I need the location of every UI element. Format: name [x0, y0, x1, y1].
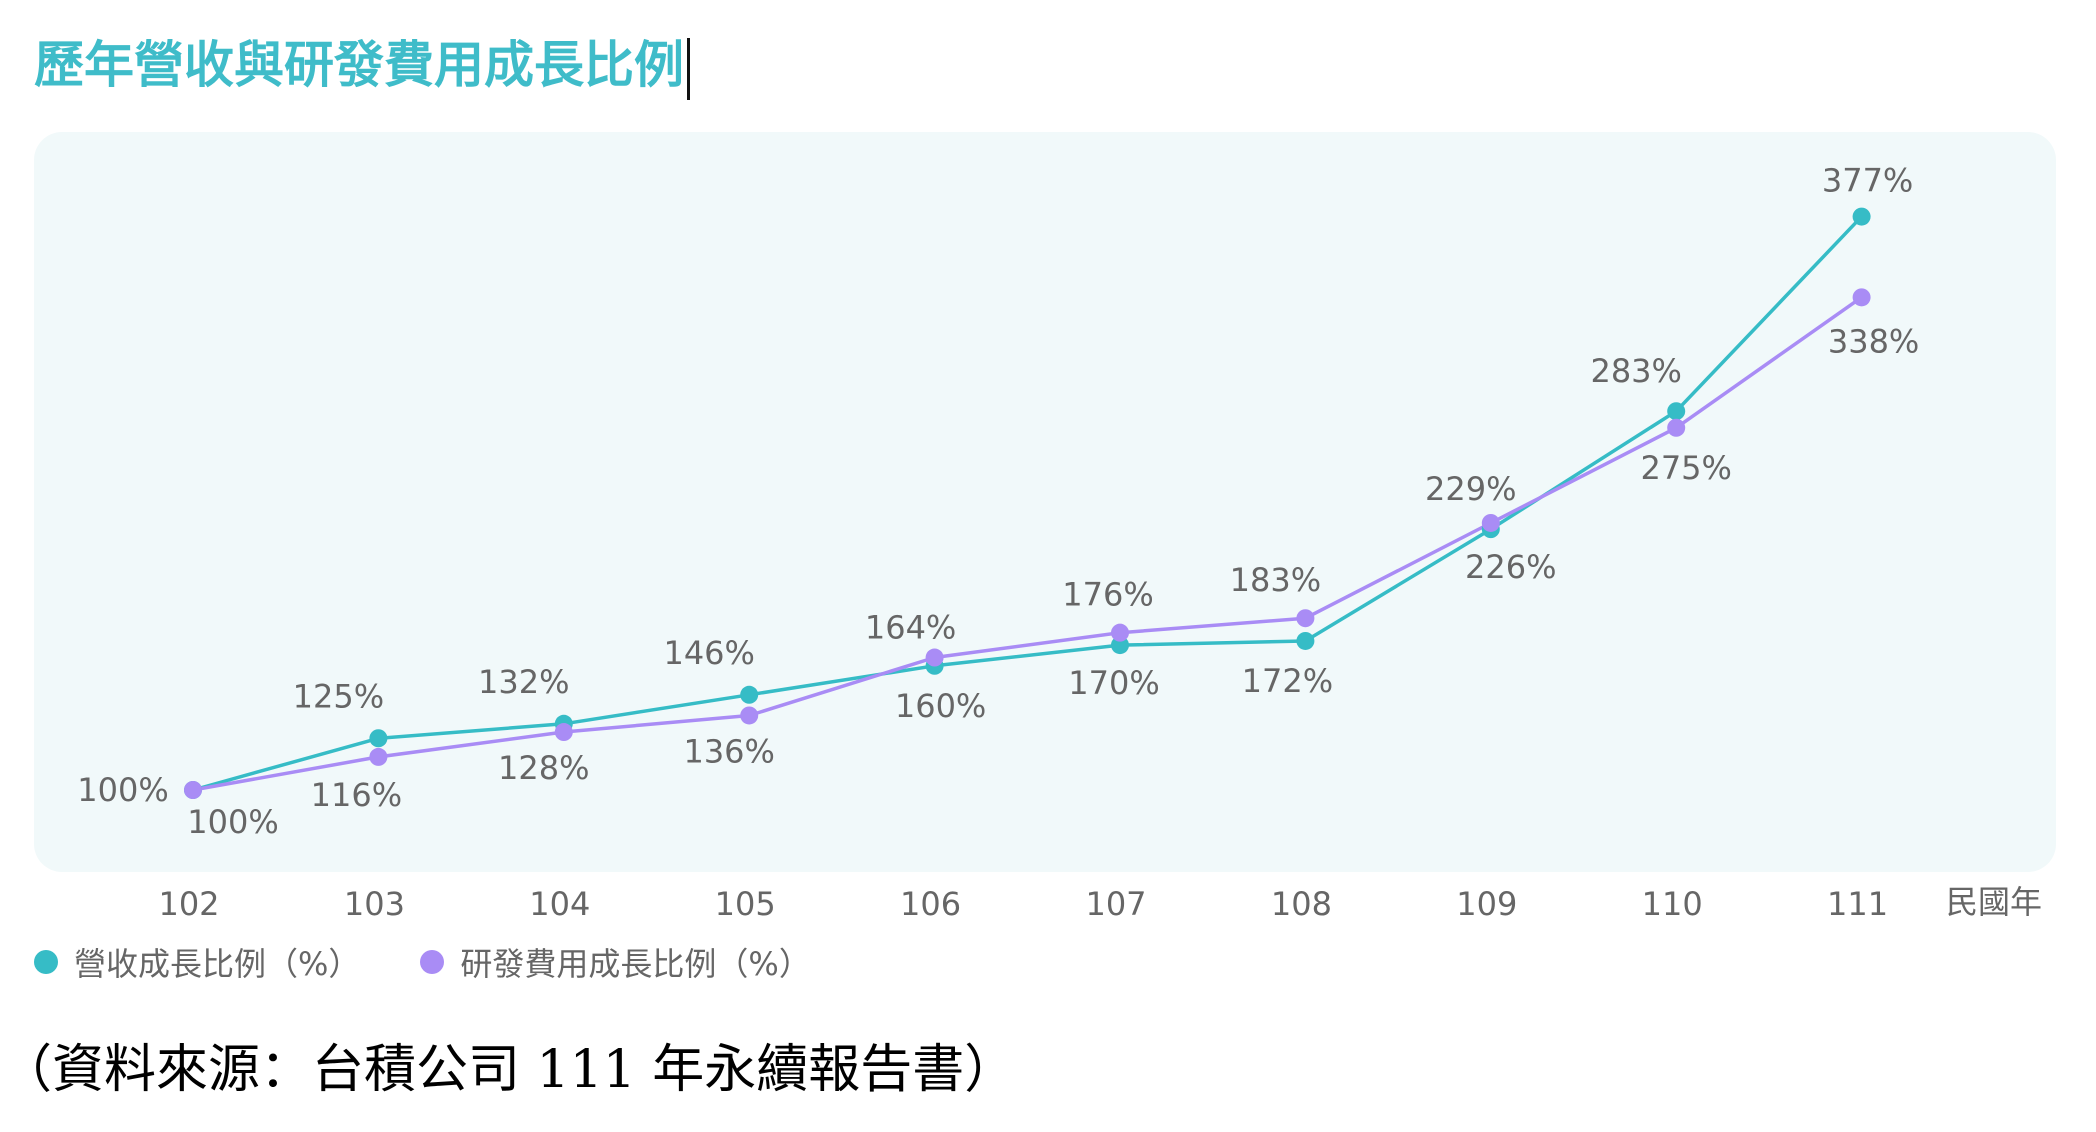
data-label-rnd-108: 183% [1230, 561, 1321, 599]
data-label-revenue-106: 160% [895, 687, 986, 725]
legend-marker-revenue [34, 950, 58, 974]
data-point-rnd-102[interactable] [184, 781, 202, 799]
source-note: （資料來源：台積公司 111 年永續報告書） [0, 1040, 1017, 1100]
data-labels: 100% 125% 132% 146% 160% 170% 172% 226% 283% 377%… [77, 162, 1919, 841]
data-point-revenue-108[interactable] [1296, 631, 1315, 650]
x-tick-label-106: 106 [900, 885, 961, 923]
data-label-revenue-107: 170% [1068, 664, 1159, 702]
data-point-rnd-106[interactable] [925, 648, 944, 667]
data-label-revenue-110: 283% [1590, 352, 1681, 390]
x-tick-label-107: 107 [1085, 885, 1146, 923]
data-label-revenue-105: 146% [663, 634, 754, 672]
data-point-revenue-103[interactable] [369, 729, 388, 748]
data-label-revenue-109: 226% [1465, 548, 1556, 586]
data-point-rnd-105[interactable] [740, 706, 759, 725]
data-label-rnd-111: 338% [1828, 322, 1919, 360]
data-label-rnd-102: 100% [187, 803, 278, 841]
series-lines [192, 215, 1863, 792]
chart-title: 歷年營收與研發費用成長比例 [34, 30, 690, 100]
data-label-revenue-103: 125% [293, 677, 384, 715]
data-point-revenue-105[interactable] [740, 685, 759, 704]
data-point-revenue-111[interactable] [1852, 207, 1871, 226]
data-label-rnd-109: 229% [1425, 470, 1516, 508]
x-axis-title: 民國年 [1946, 883, 2042, 921]
data-label-revenue-111: 377% [1822, 162, 1913, 200]
legend-item-rnd[interactable]: 研發費用成長比例（%） [420, 939, 811, 985]
legend: 營收成長比例（%） 研發費用成長比例（%） [34, 940, 871, 984]
data-label-rnd-105: 136% [683, 732, 774, 770]
x-tick-label-110: 110 [1642, 885, 1703, 923]
x-tick-label-109: 109 [1456, 885, 1517, 923]
series-line-revenue [192, 215, 1863, 792]
data-point-rnd-109[interactable] [1481, 513, 1500, 532]
data-label-rnd-107: 176% [1062, 576, 1153, 614]
line-chart: 100% 125% 132% 146% 160% 170% 172% 226% 283% 377%… [34, 132, 2056, 923]
data-point-rnd-111[interactable] [1852, 288, 1871, 307]
plot-area [34, 132, 2056, 872]
data-label-rnd-110: 275% [1640, 449, 1731, 487]
series-line-rnd [192, 295, 1863, 792]
legend-label-rnd: 研發費用成長比例（%） [460, 945, 811, 983]
data-label-rnd-104: 128% [498, 749, 589, 787]
legend-marker-rnd [420, 950, 445, 974]
text-cursor [687, 37, 690, 100]
data-point-rnd-103[interactable] [369, 747, 388, 766]
data-point-rnd-110[interactable] [1667, 418, 1686, 437]
data-point-rnd-107[interactable] [1111, 623, 1129, 642]
x-tick-label-111: 111 [1827, 885, 1888, 923]
x-tick-label-102: 102 [158, 885, 219, 923]
data-label-rnd-106: 164% [865, 609, 956, 647]
x-axis: 102 103 104 105 106 107 108 109 110 111 民國年 [158, 883, 2042, 923]
series-points [184, 207, 1871, 799]
legend-label-revenue: 營收成長比例（%） [74, 945, 361, 983]
x-tick-label-105: 105 [715, 885, 776, 923]
x-tick-label-108: 108 [1271, 885, 1332, 923]
x-tick-label-104: 104 [529, 885, 590, 923]
data-label-revenue-104: 132% [478, 663, 569, 701]
data-point-rnd-108[interactable] [1296, 609, 1315, 628]
data-label-rnd-103: 116% [311, 776, 402, 814]
data-point-rnd-104[interactable] [554, 723, 573, 742]
chart-title-text: 歷年營收與研發費用成長比例 [34, 36, 684, 94]
data-label-revenue-102: 100% [77, 771, 168, 809]
legend-item-revenue[interactable]: 營收成長比例（%） [34, 939, 360, 985]
data-label-revenue-108: 172% [1242, 662, 1333, 700]
x-tick-label-103: 103 [344, 885, 405, 923]
data-point-revenue-110[interactable] [1667, 402, 1686, 421]
data-point-revenue-107[interactable] [1111, 636, 1129, 655]
